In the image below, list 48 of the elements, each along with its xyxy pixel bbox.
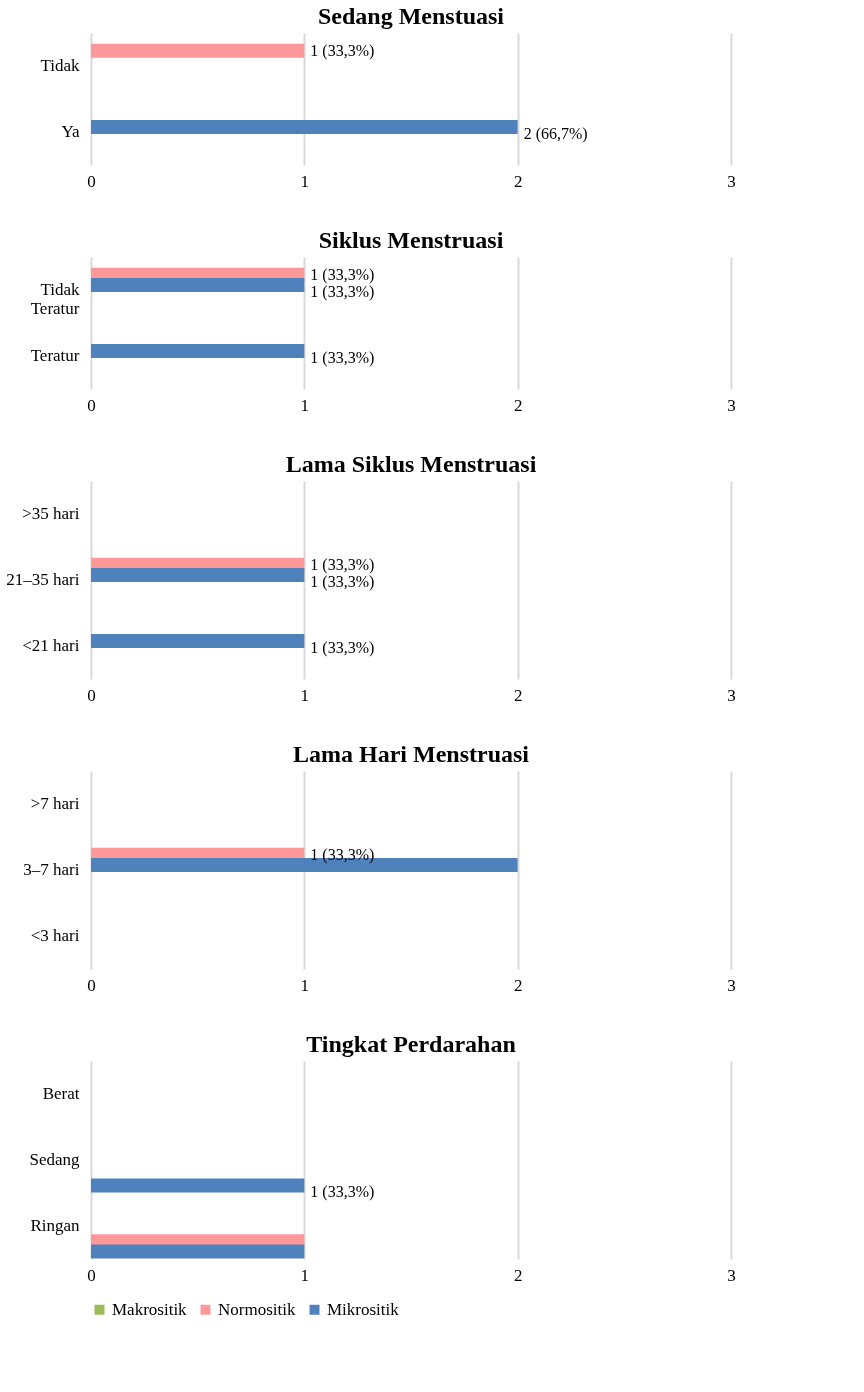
chart-title: Siklus Menstruasi	[318, 227, 504, 253]
chart-title: Sedang Menstuasi	[317, 3, 505, 29]
x-tick-label: 3	[727, 1265, 736, 1285]
y-tick-label: Ringan	[30, 1216, 80, 1235]
chart-title: Lama Hari Menstruasi	[293, 741, 530, 767]
x-tick-label: 2	[513, 171, 523, 191]
legend-label: Mikrositik	[327, 1299, 400, 1319]
y-tick-label: Ya	[61, 122, 80, 141]
x-tick-label: 1	[300, 395, 310, 415]
x-tick-label: 0	[87, 685, 96, 705]
x-tick-label: 1	[300, 975, 310, 995]
x-tick-label: 3	[727, 395, 736, 415]
data-label: 1 (33,3%)	[310, 638, 375, 657]
x-tick-label: 2	[513, 975, 523, 995]
y-tick-label: >7 hari	[30, 794, 80, 813]
chart-title: Lama Siklus Menstruasi	[285, 451, 537, 477]
x-tick-label: 0	[87, 1265, 96, 1285]
y-tick-label: Berat	[42, 1084, 80, 1103]
data-label: 1 (33,3%)	[310, 41, 375, 60]
data-label: 1 (33,3%)	[310, 265, 375, 284]
x-tick-label: 1	[300, 685, 310, 705]
x-tick-label: 2	[513, 1265, 523, 1285]
x-tick-label: 0	[87, 975, 96, 995]
x-tick-label: 2	[513, 685, 523, 705]
x-tick-label: 1	[300, 1265, 310, 1285]
data-label: 1 (33,3%)	[310, 555, 375, 574]
y-tick-label: <3 hari	[30, 926, 80, 945]
x-tick-label: 3	[727, 171, 736, 191]
legend-label: Normositik	[218, 1299, 296, 1319]
y-tick-label: Sedang	[29, 1150, 80, 1169]
x-tick-label: 0	[87, 395, 96, 415]
x-tick-label: 3	[727, 975, 736, 995]
x-tick-label: 3	[727, 685, 736, 705]
data-label: 1 (33,3%)	[310, 348, 375, 367]
y-tick-label: 21–35 hari	[6, 570, 80, 589]
y-tick-label: 3–7 hari	[23, 860, 80, 879]
data-label: 1 (33,3%)	[310, 1183, 375, 1202]
x-tick-label: 0	[87, 171, 96, 191]
x-tick-label: 1	[300, 171, 310, 191]
y-tick-label: >35 hari	[22, 504, 80, 523]
x-tick-label: 2	[513, 395, 523, 415]
y-tick-label: Tidak Teratur	[30, 280, 80, 318]
data-label: 2 (66,7%)	[523, 124, 588, 143]
y-tick-label: Tidak	[40, 56, 80, 75]
y-tick-label: Teratur	[30, 346, 80, 365]
chart-title: Tingkat Perdarahan	[306, 1031, 516, 1057]
legend-label: Makrositik	[112, 1299, 188, 1319]
y-tick-label: <21 hari	[22, 636, 80, 655]
